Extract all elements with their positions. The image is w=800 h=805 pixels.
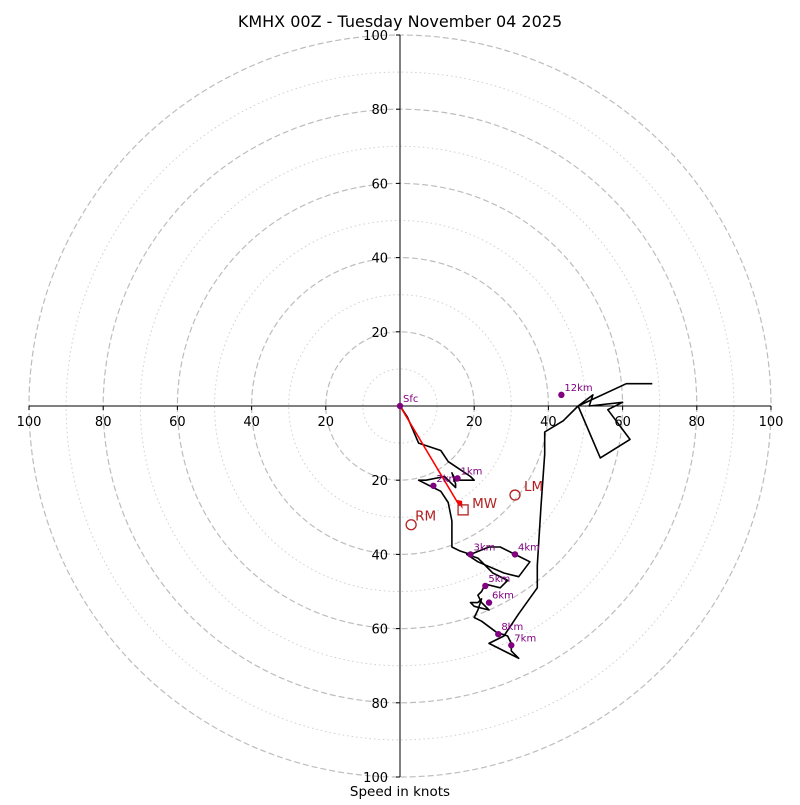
height-marker-label: 7km [514,633,536,644]
y-tick-label: 40 [371,252,388,267]
y-tick-label: 40 [371,548,388,563]
lm-label: LM [524,479,543,495]
x-tick-label: 60 [169,415,186,430]
x-tick-label: 80 [689,415,706,430]
y-tick-label: 80 [371,697,388,712]
height-marker [396,402,404,410]
height-marker [495,630,502,638]
height-marker-label: 5km [488,574,510,585]
lm-marker [509,489,521,501]
x-tick-label: 80 [95,415,112,430]
x-tick-label: 100 [17,415,42,430]
y-tick-label: 20 [371,326,388,341]
y-tick-label: 60 [371,623,388,638]
y-tick-label: 80 [371,103,388,118]
x-tick-label: 100 [759,415,784,430]
height-marker [508,642,515,649]
height-marker [482,582,489,590]
x-tick-label: 20 [318,415,335,430]
chart-title: KMHX 00Z - Tuesday November 04 2025 [238,12,562,31]
height-marker [430,482,437,489]
x-tick-label: 60 [614,415,631,430]
x-axis-label: Speed in knots [350,784,450,800]
height-marker-label: 6km [492,591,514,602]
height-marker [558,391,565,399]
height-marker-label: 2km [436,474,458,485]
height-marker-label: 8km [501,622,523,633]
hodograph-line [399,382,653,660]
height-marker-label: 4km [518,542,540,553]
rm-label: RM [415,509,436,525]
height-marker-label: Sfc [403,394,418,405]
height-marker [467,551,474,558]
mw-label: MW [472,496,497,512]
mean-wind-vector [399,405,461,507]
height-marker [511,551,519,558]
height-marker-label: 3km [473,542,495,553]
plot-layer: 100 80 60 40 20 20 40 60 80 100 100 80 60 40 20 20 40 60 8… [17,29,784,786]
rm-marker [405,519,417,531]
x-tick-label: 40 [540,415,557,430]
height-marker-label: 1km [461,466,483,477]
y-tick-label: 20 [371,474,388,489]
y-tick-label: 60 [371,177,388,192]
height-marker-label: 12km [564,383,592,394]
x-tick-label: 20 [466,415,483,430]
y-tick-label: 100 [363,771,388,786]
height-marker [485,599,493,606]
height-marker [454,475,461,482]
y-tick-label: 100 [363,29,388,44]
x-tick-label: 40 [243,415,260,430]
mw-marker [457,504,469,516]
